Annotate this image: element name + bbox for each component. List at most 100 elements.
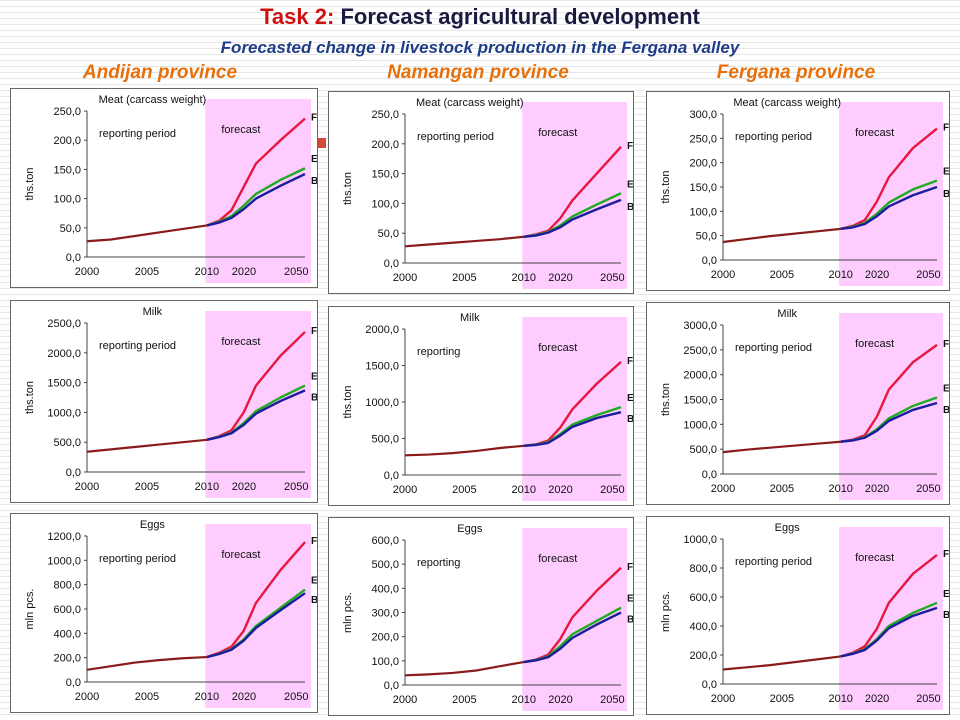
x-tick-label: 2010 [195, 266, 219, 278]
y-tick-label: 100,0 [371, 656, 399, 668]
series-label-esa: ESA [943, 384, 949, 395]
x-tick-label: 2000 [711, 269, 735, 281]
region-label-reporting: reporting period [99, 553, 176, 565]
x-tick-label: 2050 [916, 693, 940, 705]
y-tick-label: 600,0 [689, 592, 717, 604]
x-tick-label: 2010 [828, 269, 852, 281]
x-tick-label: 2020 [232, 481, 256, 493]
x-tick-label: 2000 [393, 484, 417, 496]
x-tick-label: 2010 [195, 481, 219, 493]
x-tick-label: 2000 [393, 272, 417, 284]
y-axis-label: ths.ton [24, 381, 36, 414]
y-tick-label: 300,0 [371, 608, 399, 620]
x-tick-label: 2050 [916, 483, 940, 495]
series-label-fsd: FSD [627, 141, 633, 152]
y-tick-label: 0,0 [384, 680, 399, 692]
x-tick-label: 2005 [135, 691, 159, 703]
forecast-band [839, 102, 943, 286]
y-tick-label: 2500,0 [47, 318, 81, 330]
y-tick-label: 3000,0 [683, 320, 717, 332]
y-tick-label: 0,0 [66, 252, 81, 264]
x-tick-label: 2020 [865, 269, 889, 281]
chart-title: Meat (carcass weight) [416, 97, 524, 109]
y-tick-label: 1000,0 [365, 397, 399, 409]
x-tick-label: 2010 [195, 691, 219, 703]
chart-title: Eggs [775, 522, 801, 534]
series-line-bau [840, 606, 938, 658]
y-axis-label: ths.ton [660, 383, 672, 416]
region-label-reporting: reporting period [735, 131, 812, 143]
chart-title: Eggs [457, 523, 483, 535]
region-label-forecast: forecast [855, 127, 894, 139]
x-tick-label: 2005 [770, 693, 794, 705]
region-label-reporting: reporting [417, 557, 460, 569]
x-tick-label: 2005 [770, 483, 794, 495]
x-tick-label: 2010 [512, 484, 536, 496]
x-tick-label: 2005 [452, 272, 476, 284]
region-label-forecast: forecast [538, 342, 577, 354]
x-tick-label: 2010 [828, 483, 852, 495]
y-tick-label: 1500,0 [683, 395, 717, 407]
chart-namangan-milk: Milk 0,0 500,0 1000,0 1500,0 2000,0 2000 2005 20… [328, 306, 634, 506]
series-label-esa: ESA [943, 167, 949, 178]
history-line [722, 655, 841, 671]
page-title: Task 2: Forecast agricultural developmen… [0, 4, 960, 30]
series-label-bau: BAU [311, 392, 317, 403]
y-axis-label: ths.ton [342, 385, 354, 418]
x-tick-label: 2000 [711, 693, 735, 705]
province-heading-andijan: Andijan province [82, 62, 238, 83]
y-tick-label: 400,0 [371, 583, 399, 595]
chart-fergana-milk: Milk 0,0 500,0 1000,0 1500,0 2000,0 2500,0 3000… [646, 302, 950, 505]
y-tick-label: 2000,0 [683, 370, 717, 382]
y-tick-label: 50,0 [60, 223, 81, 235]
history-line [404, 444, 524, 457]
x-tick-label: 2000 [75, 266, 99, 278]
x-tick-label: 2050 [284, 481, 308, 493]
series-label-bau: BAU [311, 176, 317, 187]
x-tick-label: 2050 [600, 484, 624, 496]
series-label-bau: BAU [943, 189, 949, 200]
y-tick-label: 250,0 [689, 133, 717, 145]
series-label-fsd: FSD [311, 536, 317, 547]
series-label-esa: ESA [627, 594, 633, 605]
y-tick-label: 200,0 [371, 632, 399, 644]
y-tick-label: 150,0 [53, 164, 81, 176]
series-label-fsd: FSD [627, 356, 633, 367]
region-label-reporting: reporting period [99, 340, 176, 352]
region-label-forecast: forecast [221, 336, 260, 348]
chart-namangan-meat: Meat (carcass weight) 0,0 50,0 100,0 150,0 20… [328, 91, 634, 294]
title-text: Forecast agricultural development [340, 4, 700, 29]
x-tick-label: 2005 [135, 481, 159, 493]
x-tick-label: 2050 [916, 269, 940, 281]
chart-andijan-milk: Milk 0,0 500,0 1000,0 1500,0 2000,0 2500,0 2000… [10, 300, 318, 503]
chart-svg: Meat (carcass weight) 0,0 50,0 100,0 150,0 20… [24, 94, 317, 283]
series-label-fsd: FSD [627, 562, 633, 573]
history-line [404, 235, 524, 248]
y-tick-label: 50,0 [696, 231, 717, 243]
history-line [86, 224, 208, 243]
page-subtitle: Forecasted change in livestock productio… [220, 38, 740, 57]
region-label-forecast: forecast [538, 553, 577, 565]
series-line-bau [840, 185, 938, 231]
chart-svg: Eggs 0,0 200,0 400,0 600,0 800,0 1000,0 2000 200… [660, 522, 949, 710]
y-tick-label: 150,0 [371, 169, 399, 181]
y-tick-label: 300,0 [689, 109, 717, 121]
region-label-forecast: forecast [221, 124, 260, 136]
chart-svg: Milk 0,0 500,0 1000,0 1500,0 2000,0 2500,0 3000… [660, 308, 949, 500]
y-tick-label: 0,0 [702, 679, 717, 691]
y-tick-label: 500,0 [371, 559, 399, 571]
chart-svg: Milk 0,0 500,0 1000,0 1500,0 2000,0 2500,0 2000… [24, 306, 317, 498]
y-tick-label: 1000,0 [683, 419, 717, 431]
x-tick-label: 2010 [512, 694, 536, 706]
x-tick-label: 2020 [865, 483, 889, 495]
chart-namangan-eggs: Eggs 0,0 100,0 200,0 300,0 400,0 500,0 600,0 200… [328, 517, 634, 716]
series-label-esa: ESA [943, 589, 949, 600]
y-tick-label: 100,0 [371, 198, 399, 210]
chart-svg: Eggs 0,0 100,0 200,0 300,0 400,0 500,0 600,0 200… [342, 523, 633, 711]
chart-fergana-meat: Meat (carcass weight) 0,0 50,0 100,0 150,0 20… [646, 91, 950, 291]
series-label-esa: ESA [627, 393, 633, 404]
chart-svg: Meat (carcass weight) 0,0 50,0 100,0 150,0 20… [342, 97, 633, 289]
region-label-forecast: forecast [538, 127, 577, 139]
region-label-reporting: reporting period [417, 131, 494, 143]
y-tick-label: 400,0 [53, 628, 81, 640]
